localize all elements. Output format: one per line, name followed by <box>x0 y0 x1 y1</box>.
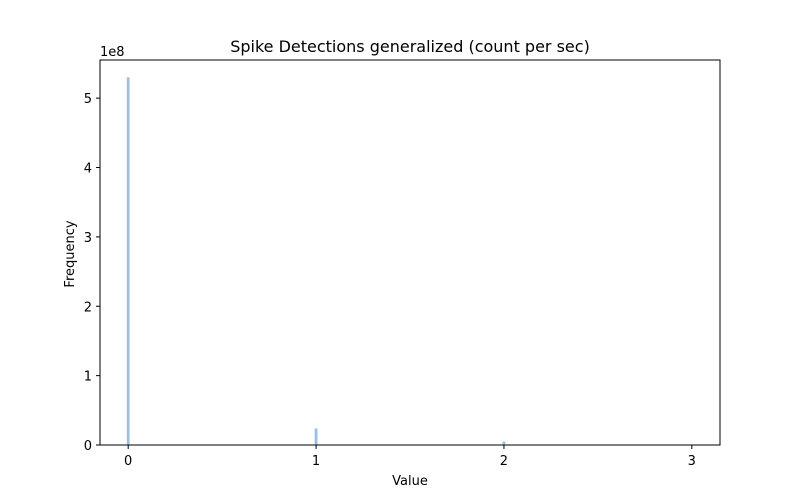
histogram-bar-1 <box>314 428 318 445</box>
y-axis-label: Frequency <box>63 220 78 287</box>
plot-frame <box>99 59 721 446</box>
bars-group <box>126 77 694 445</box>
x-axis-label: Value <box>392 474 428 489</box>
y-tick-label: 0 <box>84 439 92 454</box>
histogram-bar-0 <box>126 77 130 445</box>
x-ticks-group: 0 1 2 3 <box>124 445 696 469</box>
y-tick-label: 4 <box>84 162 92 177</box>
y-tick-label: 5 <box>84 92 92 107</box>
chart-title: Spike Detections generalized (count per … <box>230 37 590 56</box>
x-tick-label: 1 <box>312 454 320 469</box>
y-ticks-group: 0 1 2 3 4 5 <box>84 92 100 454</box>
x-tick-label: 0 <box>124 454 132 469</box>
x-tick-label: 3 <box>688 454 696 469</box>
y-tick-label: 1 <box>84 370 92 385</box>
y-axis-offset-label: 1e8 <box>100 45 125 60</box>
y-tick-label: 2 <box>84 300 92 315</box>
y-tick-label: 3 <box>84 231 92 246</box>
x-tick-label: 2 <box>500 454 508 469</box>
histogram-bar-2 <box>502 441 506 445</box>
